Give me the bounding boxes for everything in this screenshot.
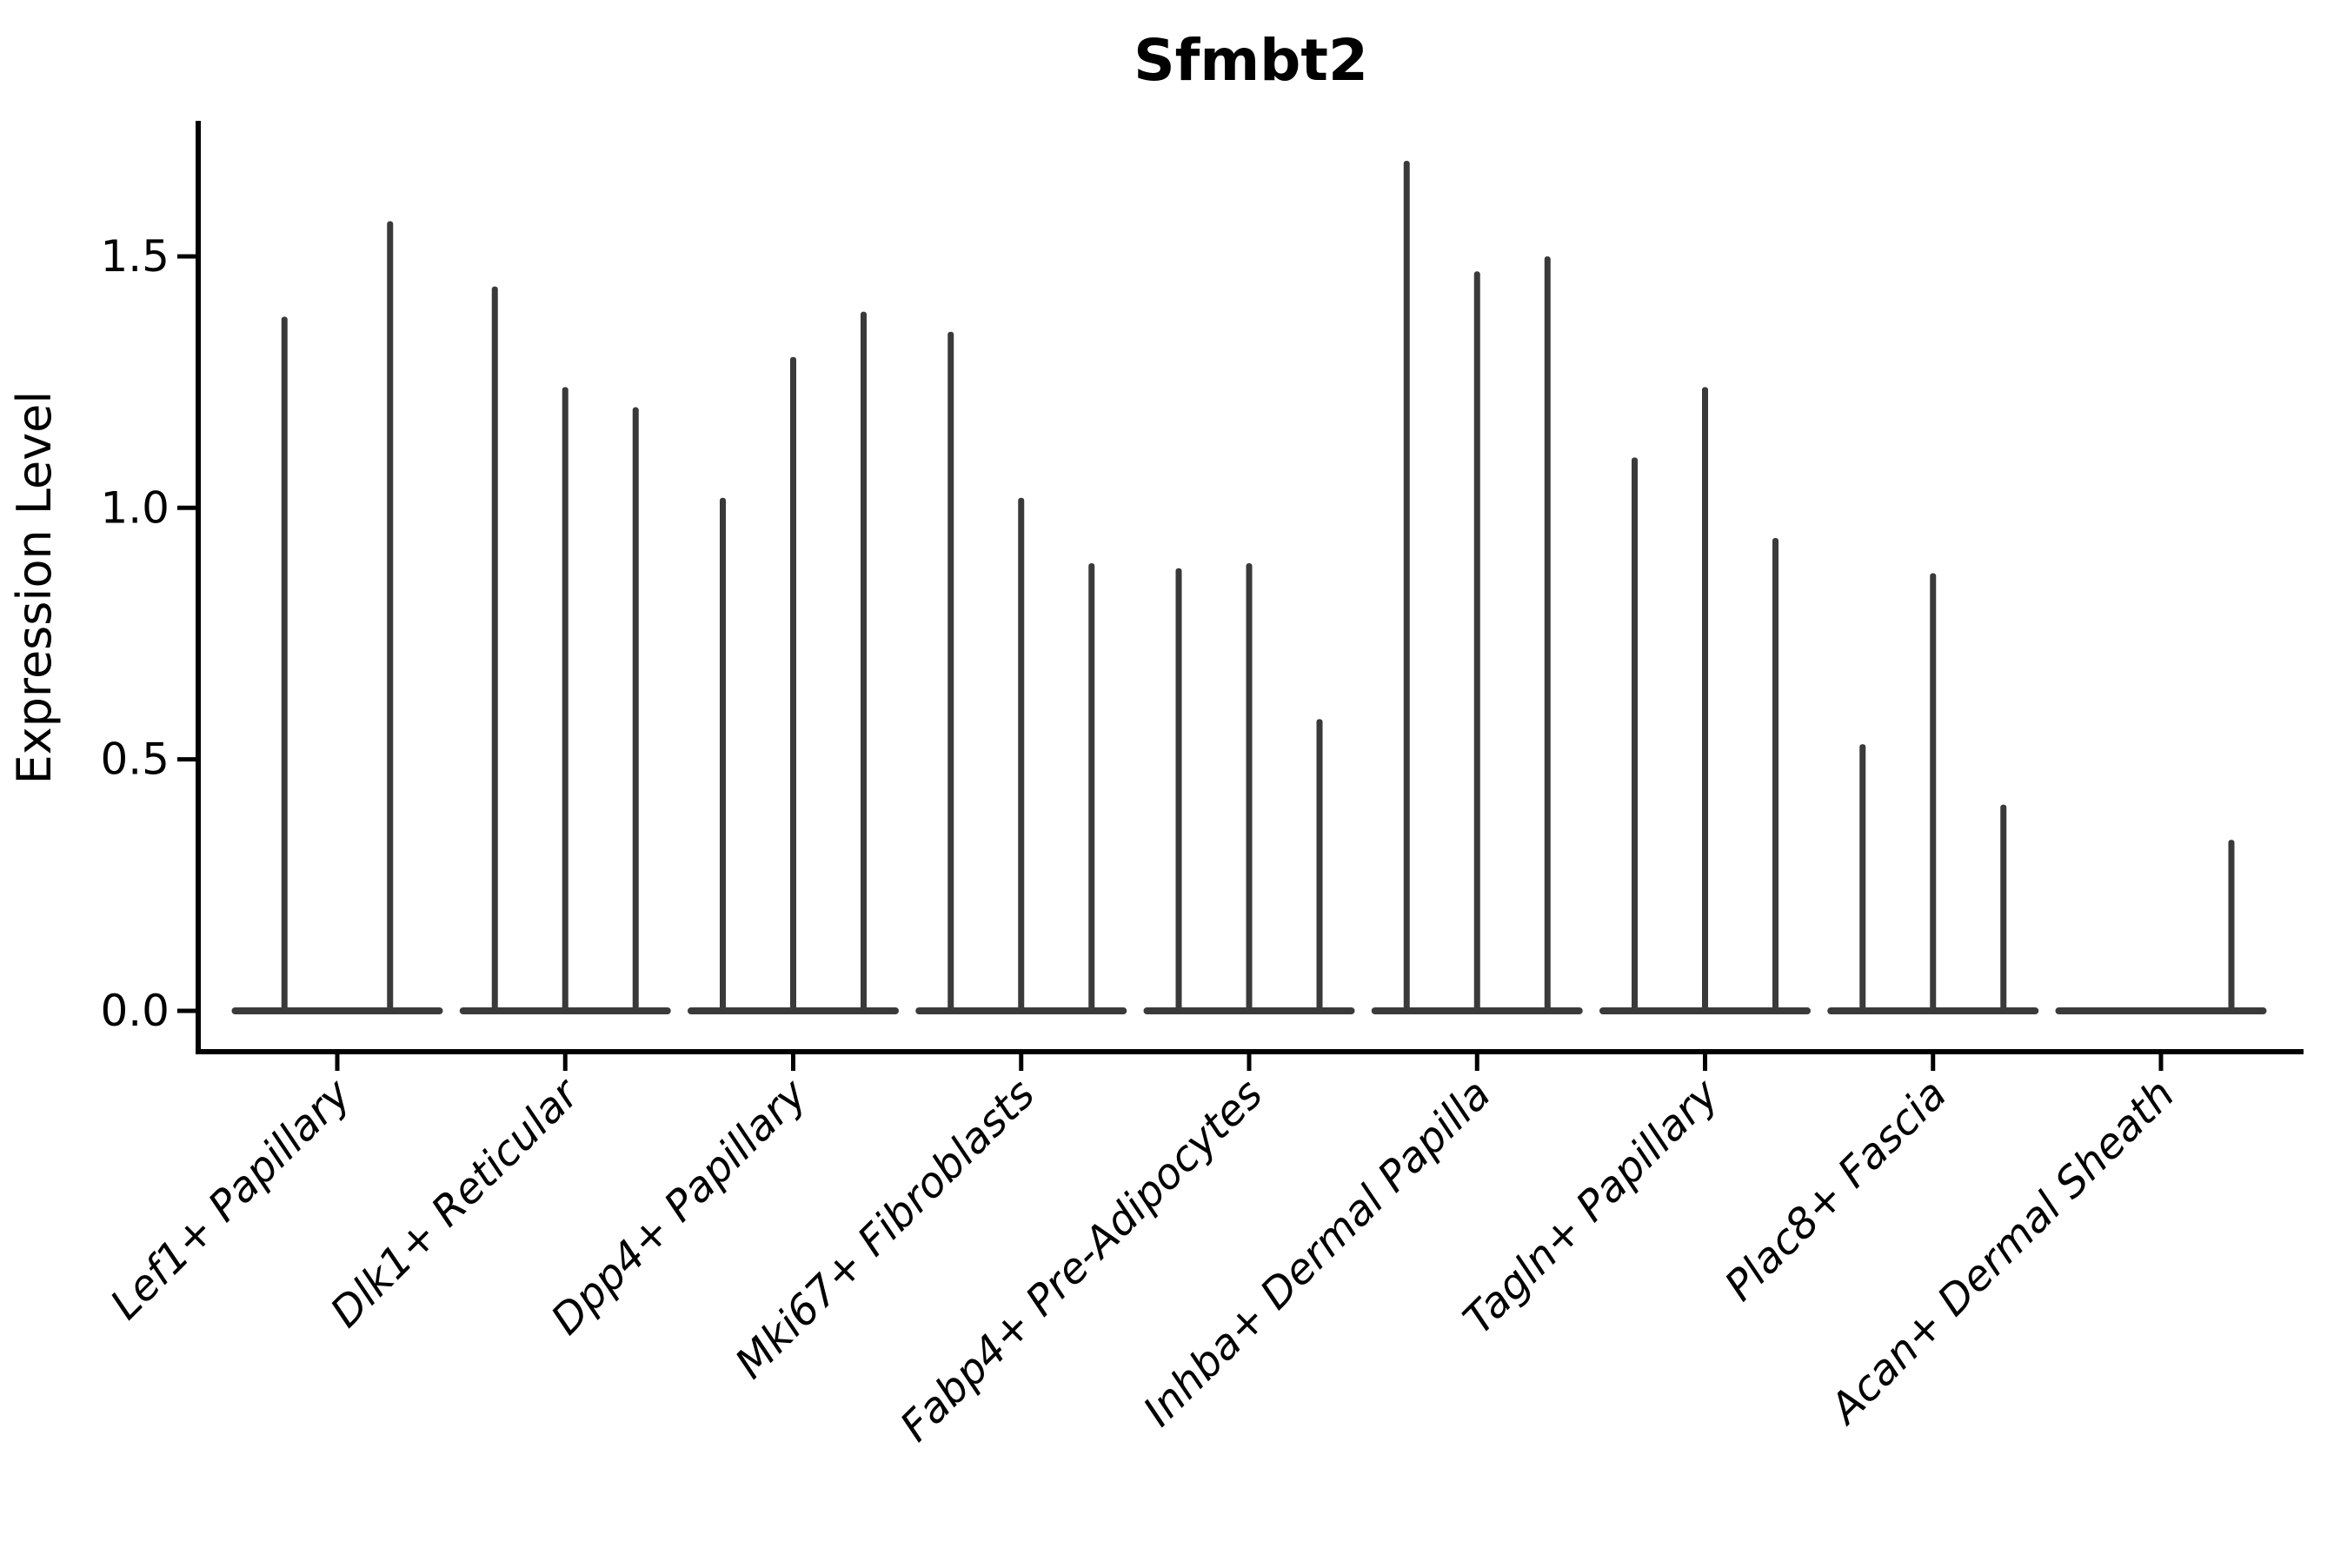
violin-spike [1403,160,1410,1014]
y-axis-tick-label: 1.0 [100,482,170,533]
violin-group [915,331,1127,1014]
violin-group [231,221,443,1015]
violin-group [459,286,671,1014]
violin-spike [1702,387,1708,1014]
y-axis-tick-label: 0.0 [100,986,170,1036]
violin-base [231,1007,443,1014]
violin-spike [1246,562,1253,1014]
violin-group [1827,573,2039,1014]
x-axis-label: Dlk1+ Reticular [322,1068,591,1338]
violin-group [1599,387,1811,1014]
violin-spike [1316,719,1323,1014]
violin-spike [1632,457,1638,1014]
violin-spike [861,311,867,1014]
y-axis-label: Expression Level [7,391,62,785]
x-axis-label: Lef1+ Papillary [101,1069,361,1329]
violin-spike [1088,562,1095,1014]
chart-title: Sfmbt2 [1134,27,1368,94]
violin-spike [491,286,498,1014]
violin-spike [1772,538,1779,1014]
violin-spike [1859,744,1866,1014]
y-axis-tick-label: 0.5 [100,734,170,785]
x-axis-label: Tagln+ Papillary [1454,1069,1729,1344]
violin-spike [2000,804,2007,1014]
violin-spike [281,316,288,1014]
violin-base [2055,1007,2267,1014]
violin-spike [1930,573,1937,1014]
violin-spike [632,407,639,1014]
violin-spike [562,387,568,1014]
violin-spike [790,356,796,1014]
violin-group [1371,160,1583,1014]
violin-spike [1018,497,1025,1014]
y-axis-tick-label: 1.5 [100,231,170,282]
violin-group [1143,562,1355,1014]
x-axis-label: Plac8+ Fascia [1716,1070,1957,1311]
violin-spike [720,497,726,1014]
x-axis-label: Fabp4+ Pre-Adipocytes [891,1070,1273,1452]
violin-spike [2228,840,2235,1014]
violin-spike [947,331,954,1014]
violin-group [2055,840,2267,1014]
violin-spike [1175,568,1182,1014]
x-axis-label: Dpp4+ Papillary [542,1069,816,1344]
violin-spike [1473,271,1480,1014]
violin-group [688,311,899,1014]
violin-spike [1544,256,1551,1014]
violin-spike [387,221,394,1015]
